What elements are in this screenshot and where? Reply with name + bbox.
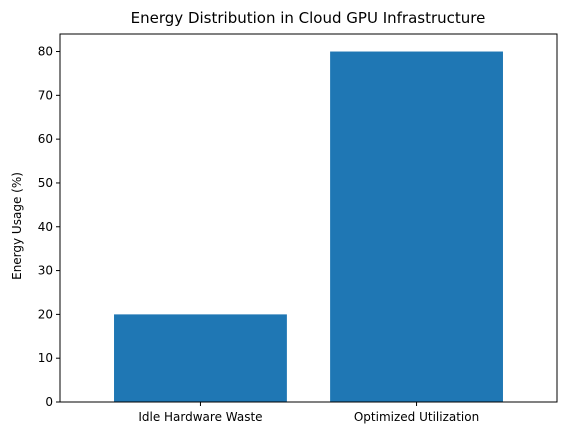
y-tick-label-7: 70 — [38, 88, 53, 102]
x-tick-label-0: Idle Hardware Waste — [138, 410, 262, 424]
y-tick-label-3: 30 — [38, 264, 53, 278]
y-axis-label: Energy Usage (%) — [10, 172, 24, 280]
plot-frame — [59, 33, 558, 403]
bars-layer — [114, 51, 503, 403]
y-tick-label-8: 80 — [38, 45, 53, 59]
x-axis: Idle Hardware Waste Optimized Utilization — [138, 402, 479, 424]
x-tick-label-1: Optimized Utilization — [354, 410, 479, 424]
y-tick-label-0: 0 — [45, 395, 53, 409]
y-tick-label-1: 10 — [38, 351, 53, 365]
y-tick-label-5: 50 — [38, 176, 53, 190]
y-tick-label-6: 60 — [38, 132, 53, 146]
y-axis: 0 10 20 30 40 50 60 70 80 — [38, 45, 60, 409]
bar-1 — [330, 51, 503, 403]
bar-0 — [114, 314, 287, 402]
y-tick-label-4: 40 — [38, 220, 53, 234]
y-tick-label-2: 20 — [38, 307, 53, 321]
chart-title: Energy Distribution in Cloud GPU Infrast… — [131, 9, 486, 27]
